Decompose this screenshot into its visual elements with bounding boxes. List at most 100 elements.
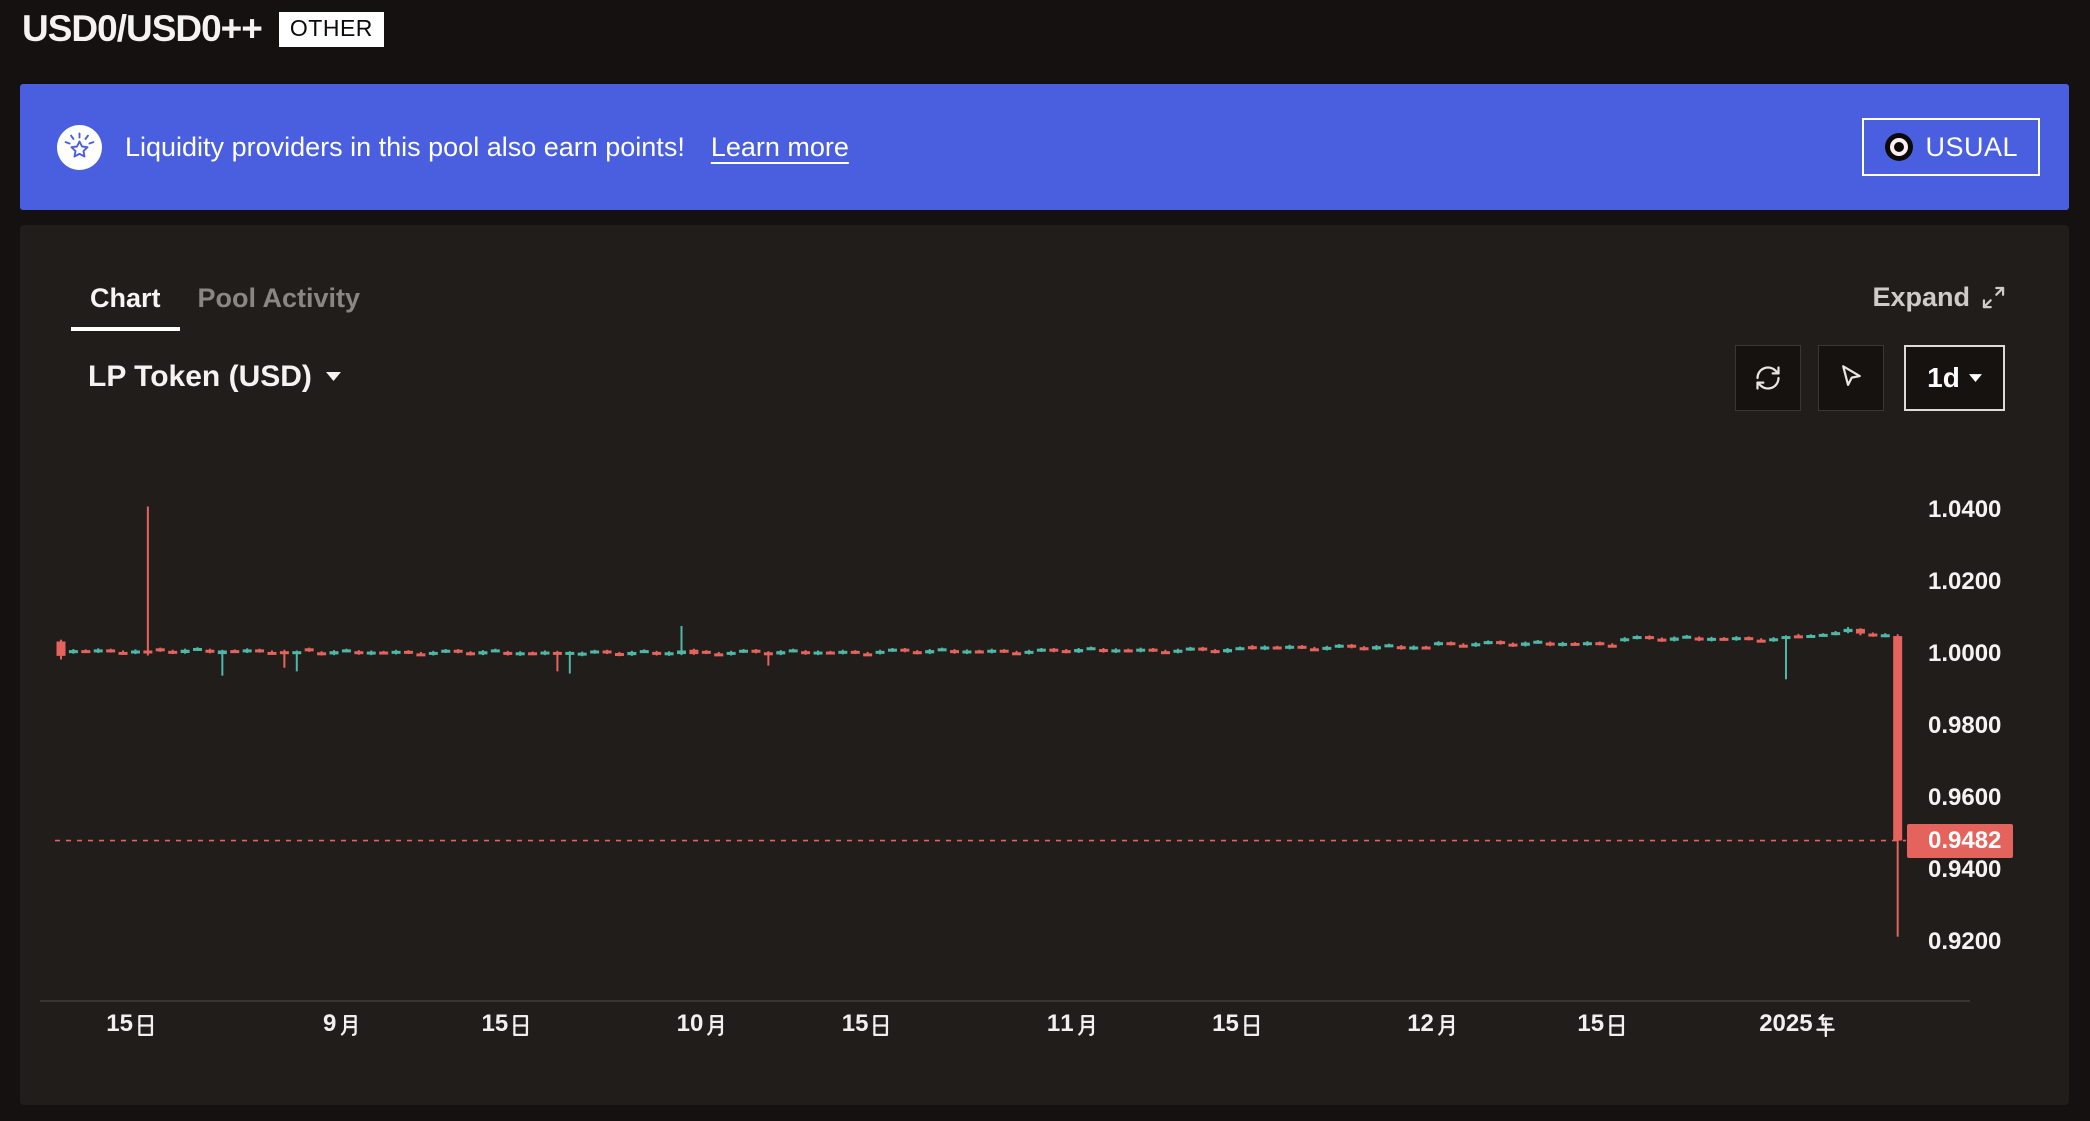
x-axis-line	[40, 1000, 1970, 1002]
candle	[217, 650, 227, 655]
candle	[1111, 649, 1121, 653]
candle	[999, 649, 1009, 653]
candle	[801, 651, 811, 655]
cjk-glyph-month	[707, 1014, 724, 1036]
candle	[1657, 638, 1667, 642]
cjk-glyph-day	[513, 1014, 529, 1036]
candle	[614, 653, 624, 656]
candle	[1036, 648, 1046, 652]
tab-bar: Chart Pool Activity	[71, 283, 360, 331]
interval-selector[interactable]: 1d	[1904, 345, 2005, 411]
learn-more-link[interactable]: Learn more	[710, 131, 849, 162]
expand-button[interactable]: Expand	[1872, 282, 2007, 313]
candlestick-plot	[55, 506, 1906, 937]
candle	[1595, 642, 1605, 646]
candle	[1247, 646, 1257, 650]
candle	[602, 650, 612, 654]
candle-wick	[295, 650, 298, 672]
candle	[1086, 647, 1096, 651]
candle	[813, 651, 823, 655]
y-axis-label: 1.0400	[1928, 496, 2002, 524]
candle	[304, 648, 314, 652]
candle	[366, 651, 376, 655]
candle	[1669, 637, 1679, 641]
cjk-glyph-day	[1609, 1014, 1624, 1036]
candle	[1285, 645, 1295, 649]
candle	[1309, 648, 1319, 652]
candle	[627, 651, 637, 656]
candle	[478, 651, 488, 655]
candle	[1223, 649, 1233, 653]
candle	[56, 641, 66, 656]
tab-chart[interactable]: Chart	[71, 283, 180, 331]
candle	[1098, 649, 1108, 653]
candle	[255, 649, 265, 653]
candle	[466, 652, 476, 656]
candle	[1297, 645, 1307, 649]
candle	[987, 649, 997, 653]
candle	[639, 650, 649, 654]
candle	[193, 647, 203, 651]
candle	[1570, 642, 1580, 646]
candle	[1061, 650, 1071, 654]
candle	[341, 649, 351, 653]
candle	[900, 648, 910, 652]
chevron-down-icon	[1968, 373, 1982, 382]
candle	[1160, 651, 1170, 655]
y-axis: 1.0400 1.0200 1.0000 0.9800 0.9600 0.9400 0.92…	[1908, 225, 2048, 1005]
pool-type-badge: OTHER	[278, 11, 384, 47]
candle	[1769, 638, 1779, 642]
candle	[925, 650, 935, 654]
cursor-icon	[1842, 365, 1861, 386]
candle	[677, 650, 686, 655]
usual-button[interactable]: USUAL	[1862, 118, 2040, 176]
candle	[155, 648, 165, 652]
price-chart[interactable]	[40, 450, 1915, 1005]
candle	[1868, 633, 1878, 637]
candle	[93, 649, 103, 653]
candle	[329, 651, 339, 655]
candle	[565, 651, 575, 655]
candle	[292, 651, 302, 655]
cursor-tool-button[interactable]	[1818, 345, 1884, 411]
candle	[552, 651, 562, 655]
y-axis-label: 0.9400	[1928, 856, 2002, 884]
candle-wick	[283, 649, 286, 668]
candle	[1136, 648, 1146, 652]
candle	[1818, 633, 1828, 637]
banner-text: Liquidity providers in this pool also ea…	[125, 131, 685, 162]
candle	[1123, 649, 1133, 653]
candle	[1434, 642, 1444, 646]
candle	[1396, 646, 1406, 650]
candle	[962, 650, 972, 654]
candle-wick	[1784, 635, 1787, 680]
current-price-badge: 0.9482	[1907, 823, 2013, 858]
candle	[974, 650, 984, 654]
candle	[1471, 643, 1481, 647]
candle	[1185, 647, 1195, 651]
candle	[1520, 642, 1530, 646]
rewards-banner: Liquidity providers in this pool also ea…	[20, 84, 2069, 210]
chevron-down-icon	[325, 372, 341, 381]
candle	[664, 652, 674, 656]
candle	[279, 651, 289, 655]
candle-wick	[568, 651, 571, 674]
page-title: USD0/USD0++	[22, 8, 263, 49]
candle	[751, 649, 761, 653]
candle	[714, 653, 724, 657]
candle	[453, 649, 463, 653]
tab-pool-activity[interactable]: Pool Activity	[197, 283, 361, 313]
candle	[1384, 644, 1394, 648]
cjk-glyph-year	[1816, 1013, 1835, 1037]
candle	[875, 650, 885, 654]
lp-token-selector[interactable]: LP Token (USD)	[88, 360, 341, 394]
candle	[1148, 648, 1158, 652]
candle	[1558, 642, 1568, 646]
refresh-button[interactable]	[1735, 345, 1801, 411]
candle	[689, 649, 699, 655]
candle	[1049, 648, 1059, 652]
candle	[441, 649, 451, 653]
candle	[701, 650, 711, 654]
